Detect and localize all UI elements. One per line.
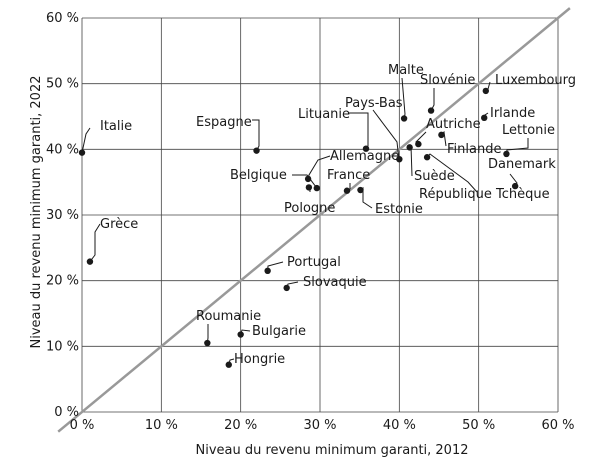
data-point [343,187,351,194]
y-tick-label: 20 % [46,274,79,289]
point-label: Italie [100,119,132,134]
data-points [78,87,519,368]
point-label: Estonie [375,202,423,217]
point-label: Grèce [100,217,138,232]
point-label: République Tchèque [419,187,550,202]
leader-line [89,223,101,262]
leader-line [430,88,435,111]
x-axis-title: Niveau du revenu minimum garanti, 2012 [196,443,469,458]
leader-line [292,174,318,189]
x-axis-ticks: 0 % 10 % 20 % 30 % 40 % 50 % 60 % [70,418,575,433]
data-point [78,149,86,156]
data-point [264,267,271,275]
data-point [482,87,490,95]
leader-line [372,109,400,160]
y-tick-label: 30 % [46,208,79,223]
point-label: Lituanie [298,107,350,122]
data-point [237,331,244,338]
point-label: Allemagne [330,149,399,164]
leader-line [505,138,529,155]
reference-diagonal-line [57,7,571,433]
data-point [362,145,370,152]
data-point [503,150,510,158]
point-label: Lettonie [502,123,555,138]
point-labels: ItalieGrèceEspagneLituaniePays-BasMalteS… [100,63,576,367]
point-label: Suède [414,169,455,184]
point-label: Portugal [287,255,341,270]
point-label: Irlande [490,106,535,121]
data-point [357,186,364,194]
data-point [511,182,519,190]
point-label: Roumanie [196,309,261,324]
point-label: Belgique [230,168,287,183]
data-point [225,361,232,368]
x-tick-label: 0 % [70,418,95,433]
leader-line [348,112,369,149]
x-tick-label: 10 % [145,418,178,433]
point-label: Hongrie [234,352,285,367]
x-tick-label: 30 % [303,418,336,433]
data-point [438,131,445,139]
point-label: Pays-Bas [345,96,403,111]
y-axis-title: Niveau du revenu minimum garanti, 2022 [29,76,44,349]
y-tick-label: 60 % [46,11,79,26]
data-point [253,147,260,154]
point-label: Slovénie [420,73,475,88]
leader-line [81,127,91,153]
point-label: Bulgarie [252,324,306,339]
data-point [427,107,435,114]
point-label: Slovaquie [303,275,367,290]
y-tick-label: 40 % [46,142,79,157]
y-tick-label: 50 % [46,77,79,92]
data-point [283,284,290,292]
point-label: Malte [388,63,424,78]
data-point [86,258,94,265]
leader-line [252,119,260,151]
data-point [305,184,313,191]
data-point [396,155,403,163]
x-tick-label: 60 % [541,418,574,433]
data-point [415,140,422,148]
point-label: Finlande [447,142,501,157]
point-label: Autriche [426,117,481,132]
point-label: Luxembourg [495,73,576,88]
data-point [204,339,211,347]
data-point [423,154,431,161]
point-label: Danemark [488,157,556,172]
point-label: Espagne [196,115,252,130]
y-tick-label: 10 % [46,339,79,354]
data-point [313,184,321,192]
data-point [406,144,413,151]
data-point [400,115,408,122]
y-tick-label: 0 % [54,405,79,420]
point-label: France [327,168,370,183]
x-tick-label: 50 % [462,418,495,433]
x-tick-label: 40 % [383,418,416,433]
x-tick-label: 20 % [224,418,257,433]
data-point [304,175,312,183]
data-point [481,114,488,122]
point-label: Pologne [284,201,335,216]
y-axis-ticks: 0 % 10 % 20 % 30 % 40 % 50 % 60 % [46,11,79,420]
